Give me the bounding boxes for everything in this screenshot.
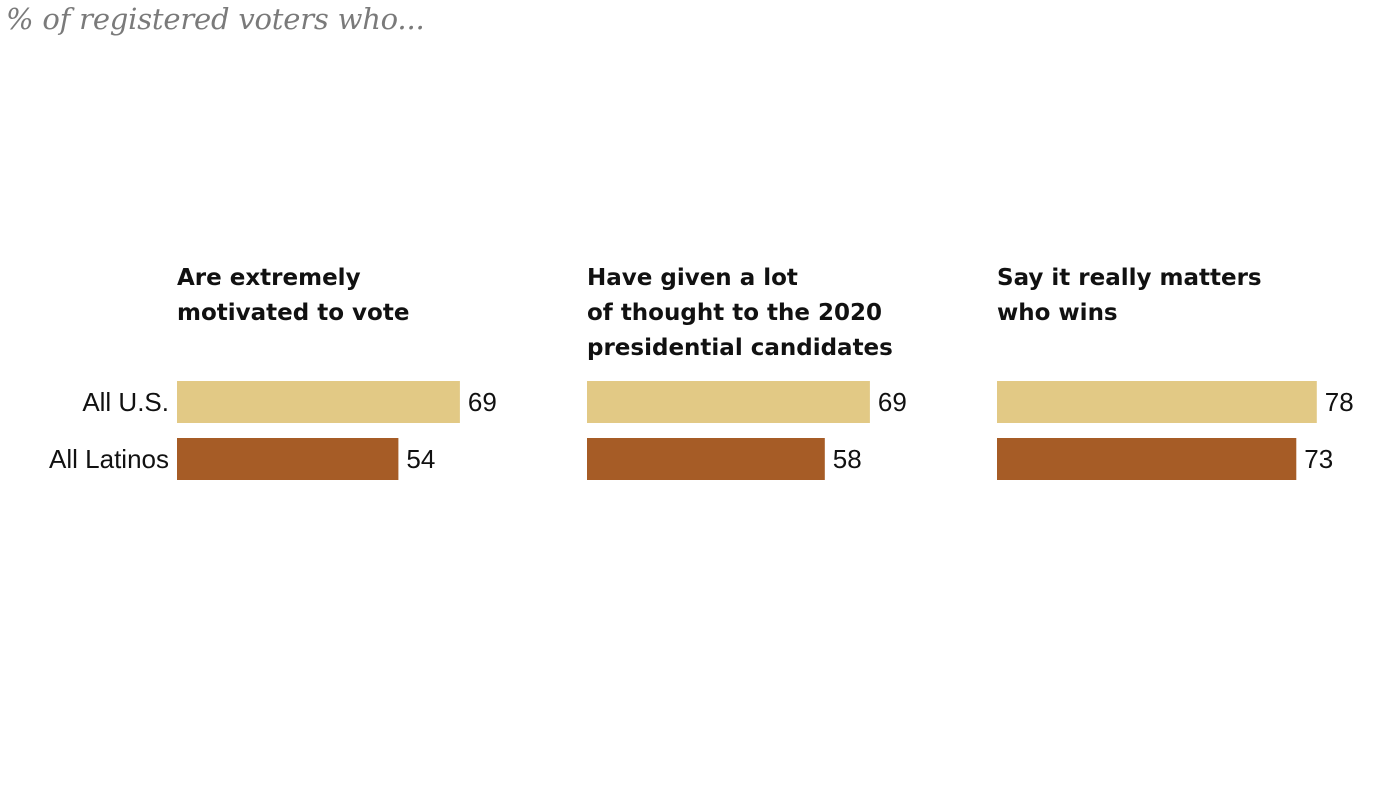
panel-title-line: motivated to vote [177,300,409,326]
panel-title-line: Say it really matters [997,265,1262,291]
category-label: All U.S. [82,387,169,417]
data-label: 73 [1304,444,1333,474]
bar [177,381,460,423]
chart-panel: Have given a lot of thought to the 2020 pr… [587,265,907,480]
bar [997,381,1317,423]
bar [587,381,870,423]
bar [587,438,825,480]
bar [997,438,1297,480]
panel-title-line: of thought to the 2020 [587,300,882,326]
data-label: 78 [1325,387,1354,417]
chart-panel: Say it really matters who wins 78 73 [997,265,1354,480]
chart-panels: Are extremely motivated to vote 69 54 Have g… [177,265,1354,480]
chart-panel: Are extremely motivated to vote 69 54 [177,265,497,480]
panel-title-line: who wins [997,300,1118,326]
category-labels: All U.S. All Latinos [49,387,169,474]
data-label: 58 [833,444,862,474]
panel-title-line: Have given a lot [587,265,798,291]
bar [177,438,399,480]
data-label: 54 [406,444,435,474]
panel-title-line: presidential candidates [587,335,893,361]
category-label: All Latinos [49,444,169,474]
data-label: 69 [878,387,907,417]
data-label: 69 [468,387,497,417]
panel-title-line: Are extremely [177,265,361,291]
chart-subtitle: % of registered voters who... [6,2,425,36]
